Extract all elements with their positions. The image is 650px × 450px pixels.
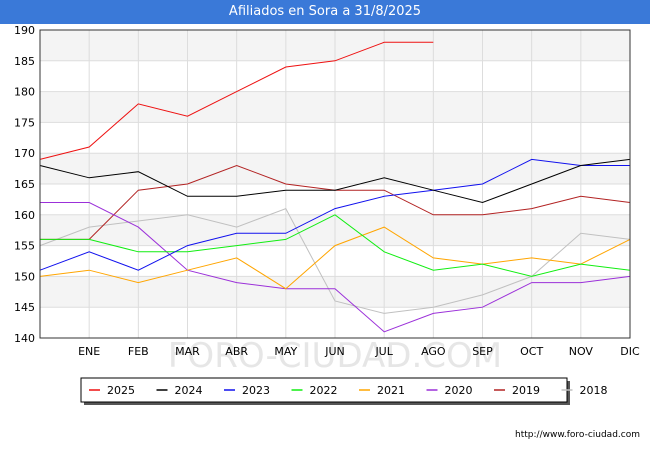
y-tick-label: 175 (14, 116, 35, 129)
series-line-2024 (39, 158, 631, 204)
x-tick-label: DIC (620, 345, 640, 358)
x-tick-label: JUL (374, 345, 393, 358)
y-tick-label: 180 (14, 86, 35, 99)
y-tick-label: 185 (14, 55, 35, 68)
x-tick-label: MAY (274, 345, 297, 358)
y-axis: 140 145 150 155 160 165 170 175 180 185 190 (14, 24, 35, 345)
series-line-2025 (39, 41, 434, 160)
y-tick-label: 160 (14, 209, 35, 222)
y-tick-label: 190 (14, 24, 35, 37)
legend-label-2021: 2021 (377, 384, 405, 397)
series-line-2021 (39, 226, 631, 290)
x-tick-label: ABR (225, 345, 248, 358)
y-tick-label: 140 (14, 332, 35, 345)
y-tick-label: 165 (14, 178, 35, 191)
x-tick-label: ENE (78, 345, 100, 358)
y-tick-label: 170 (14, 147, 35, 160)
series-line-2023 (39, 158, 630, 271)
legend-label-2023: 2023 (242, 384, 270, 397)
legend: 2025 2024 2023 2022 2021 2020 2019 2018 (80, 377, 608, 405)
series-lines (39, 41, 631, 333)
x-tick-label: MAR (175, 345, 200, 358)
y-tick-label: 155 (14, 240, 35, 253)
y-tick-label: 150 (14, 270, 35, 283)
x-axis: ENE FEB MAR ABR MAY JUN JUL AGO SEP OCT NOV DIC (78, 345, 640, 358)
footer-url: http://www.foro-ciudad.com (515, 430, 640, 440)
series-line-2022 (40, 214, 631, 277)
x-tick-label: OCT (520, 345, 543, 358)
x-tick-label: FEB (128, 345, 149, 358)
legend-label-2025: 2025 (107, 384, 135, 397)
legend-label-2019: 2019 (512, 384, 540, 397)
legend-label-2018: 2018 (580, 384, 608, 397)
chart-title: Afiliados en Sora a 31/8/2025 (0, 0, 650, 24)
x-tick-label: JUN (324, 345, 345, 358)
legend-label-2024: 2024 (175, 384, 203, 397)
plot-frame (39, 29, 631, 339)
x-tick-label: AGO (421, 345, 446, 358)
watermark: FORO-CIUDAD.COM (168, 336, 502, 376)
x-tick-label: NOV (569, 345, 594, 358)
x-tick-label: SEP (472, 345, 493, 358)
legend-label-2022: 2022 (310, 384, 338, 397)
legend-label-2020: 2020 (445, 384, 473, 397)
y-tick-label: 145 (14, 301, 35, 314)
series-line-2020 (40, 202, 631, 333)
